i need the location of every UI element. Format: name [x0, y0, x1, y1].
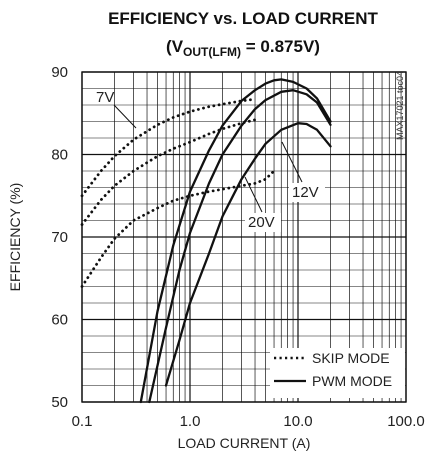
- annotation-20v-arrow: [244, 176, 263, 213]
- series-solid-12v: [148, 89, 332, 404]
- subtitle-prefix: (V: [166, 37, 184, 56]
- series-group: [80, 78, 332, 404]
- annotation-12v-box: [289, 183, 325, 202]
- series-solid-20v: [164, 122, 332, 387]
- legend: SKIP MODE PWM MODE: [270, 348, 405, 398]
- legend-skip-label: SKIP MODE: [312, 350, 390, 366]
- y-tick-label: 90: [51, 64, 68, 81]
- tick-labels: 0.1 1.0 10.0 100.0 50 60 70 80 90: [51, 64, 424, 430]
- y-axis-label: EFFICIENCY (%): [7, 183, 23, 292]
- annotation-12v: 12V: [292, 184, 319, 201]
- x-tick-label: 1.0: [180, 413, 201, 430]
- series-dotted-7v: [80, 97, 257, 198]
- annotations: 7V 12V 20V: [96, 89, 325, 232]
- legend-box: [270, 348, 405, 398]
- annotation-20v: 20V: [248, 214, 275, 231]
- chart-subtitle: (VOUT(LFM) = 0.875V): [166, 37, 320, 59]
- y-tick-label: 70: [51, 229, 68, 246]
- y-tick-label: 80: [51, 147, 68, 164]
- y-tick-label: 60: [51, 312, 68, 329]
- legend-pwm-label: PWM MODE: [312, 373, 392, 389]
- x-tick-label: 100.0: [387, 413, 425, 430]
- subtitle-subscript: OUT(LFM): [183, 45, 241, 59]
- annotation-7v-arrow: [113, 104, 137, 129]
- series-solid-7v: [139, 78, 332, 404]
- annotation-20v-box: [245, 213, 281, 232]
- x-tick-label: 0.1: [72, 413, 93, 430]
- series-dotted-12v: [80, 118, 257, 227]
- plot-frame: [81, 71, 407, 403]
- annotation-7v: 7V: [96, 89, 114, 106]
- subtitle-suffix: = 0.875V): [241, 37, 320, 56]
- annotation-12v-arrow: [281, 141, 303, 183]
- x-axis-label: LOAD CURRENT (A): [178, 435, 311, 451]
- side-code: MAX17021 toc04: [395, 71, 405, 140]
- y-tick-label: 50: [51, 394, 68, 411]
- chart-title: EFFICIENCY vs. LOAD CURRENT: [108, 9, 378, 28]
- series-dotted-20v: [80, 169, 276, 288]
- x-tick-label: 10.0: [283, 413, 312, 430]
